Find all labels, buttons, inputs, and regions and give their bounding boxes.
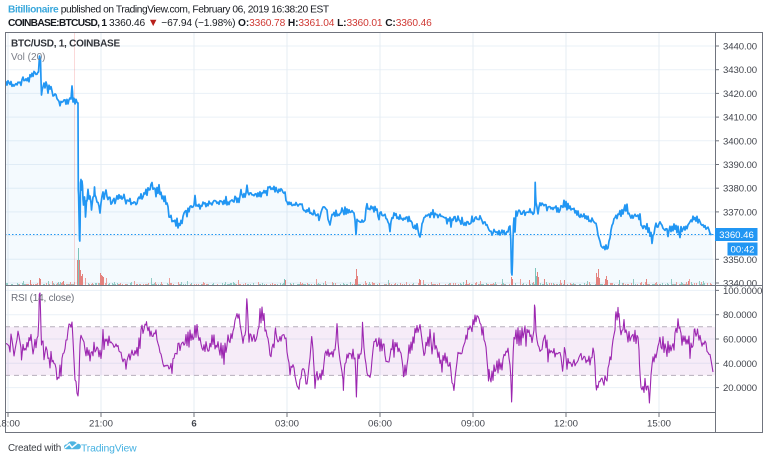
svg-text:09:00: 09:00 — [461, 419, 485, 430]
svg-text:00:42: 00:42 — [730, 245, 754, 256]
svg-text:RSI (14, close): RSI (14, close) — [11, 293, 74, 304]
svg-text:3370.00: 3370.00 — [723, 207, 757, 218]
svg-text:6: 6 — [191, 419, 196, 430]
svg-text:3350.00: 3350.00 — [723, 255, 757, 266]
svg-text:60.0000: 60.0000 — [723, 335, 757, 346]
svg-text:3390.00: 3390.00 — [723, 160, 757, 171]
svg-text:21:00: 21:00 — [89, 419, 113, 430]
svg-text:3340.00: 3340.00 — [723, 279, 757, 290]
svg-text:20.0000: 20.0000 — [723, 383, 757, 394]
svg-text:Vol (20): Vol (20) — [11, 52, 45, 63]
svg-text:06:00: 06:00 — [368, 419, 392, 430]
svg-text:03:00: 03:00 — [275, 419, 299, 430]
svg-text:3420.00: 3420.00 — [723, 89, 757, 100]
svg-text:3410.00: 3410.00 — [723, 113, 757, 124]
svg-text:3400.00: 3400.00 — [723, 136, 757, 147]
svg-text:3440.00: 3440.00 — [723, 42, 757, 53]
svg-text:Created with: Created with — [8, 443, 61, 454]
svg-text:TradingView: TradingView — [81, 444, 137, 455]
svg-text:3360.46: 3360.46 — [719, 230, 754, 241]
svg-text:3380.00: 3380.00 — [723, 184, 757, 195]
svg-text:100.0000: 100.0000 — [723, 286, 762, 297]
svg-text:3430.00: 3430.00 — [723, 65, 757, 76]
svg-text:Bitillionaire published on Tra: Bitillionaire published on TradingView.c… — [8, 5, 329, 16]
svg-text:40.0000: 40.0000 — [723, 359, 757, 370]
svg-text:18:00: 18:00 — [0, 419, 20, 430]
svg-text:80.0000: 80.0000 — [723, 310, 757, 321]
svg-text:COINBASE:BTCUSD, 1 3360.46 ▼: COINBASE:BTCUSD, 1 3360.46 ▼ −67.94 (−1.… — [8, 17, 432, 29]
svg-text:15:00: 15:00 — [647, 419, 671, 430]
svg-text:12:00: 12:00 — [554, 419, 578, 430]
svg-text:BTC/USD, 1, COINBASE: BTC/USD, 1, COINBASE — [11, 39, 120, 50]
